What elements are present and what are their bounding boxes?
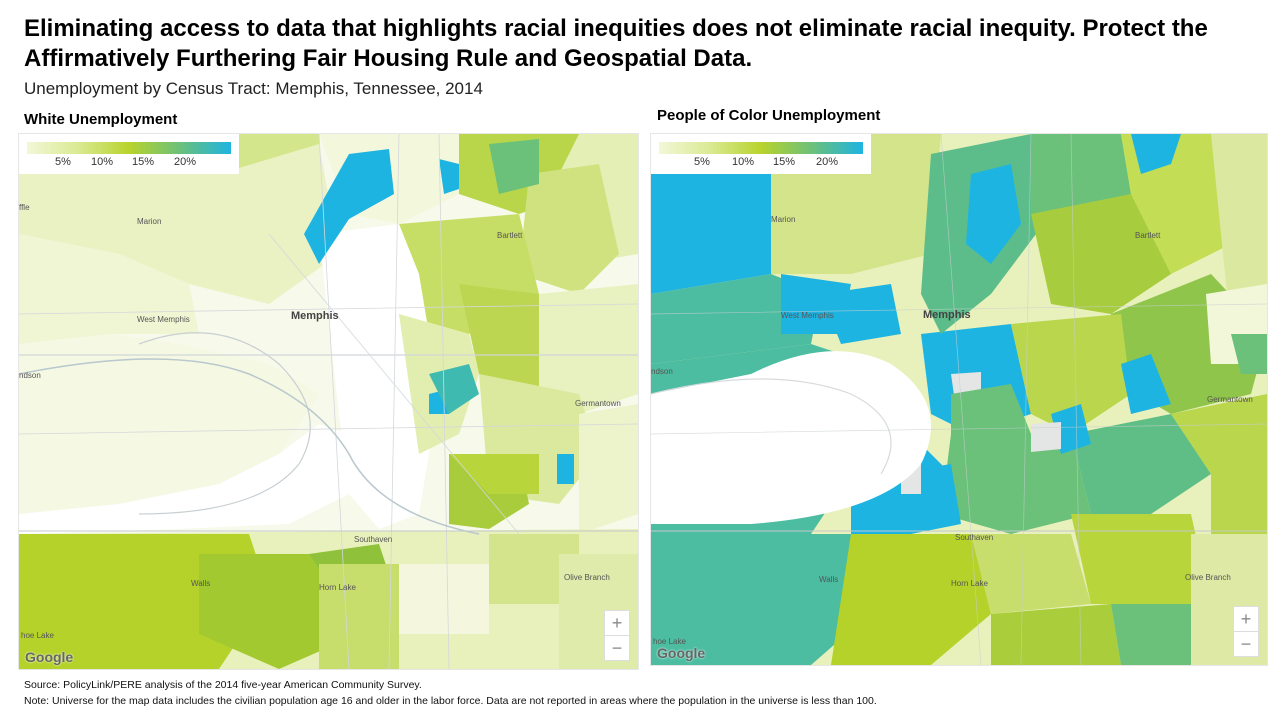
left-label-edge-top: ffle — [19, 203, 30, 212]
legend-tick: 15% — [131, 156, 155, 168]
legend-color-scale — [659, 142, 863, 154]
right-label-memphis: Memphis — [923, 309, 971, 321]
right-label-edge-mid: ndson — [651, 367, 673, 376]
right-zoom-control: + − — [1233, 606, 1259, 657]
left-map-legend: 5% 10% 15% 20% — [19, 134, 239, 174]
right-label-germantown: Germantown — [1207, 395, 1253, 404]
legend-tick: 15% — [772, 156, 796, 168]
left-label-hoe-lake: hoe Lake — [21, 631, 54, 640]
right-label-walls: Walls — [819, 575, 838, 584]
headline: Eliminating access to data that highligh… — [24, 14, 1264, 74]
right-map-title: People of Color Unemployment — [657, 107, 881, 124]
people-of-color-unemployment-map[interactable]: Memphis West Memphis Marion Bartlett Ger… — [650, 133, 1268, 666]
right-label-marion: Marion — [771, 215, 795, 224]
left-label-memphis: Memphis — [291, 310, 339, 322]
legend-ticks: 5% 10% 15% 20% — [27, 154, 231, 170]
left-label-olive-branch: Olive Branch — [564, 573, 610, 582]
headline-bold: Eliminating access to data that highligh… — [24, 15, 1070, 42]
left-label-west-memphis: West Memphis — [137, 315, 190, 324]
right-map-legend: 5% 10% 15% 20% — [651, 134, 871, 174]
legend-tick: 5% — [694, 156, 710, 168]
legend-tick: 10% — [90, 156, 114, 168]
footer-source: Source: PolicyLink/PERE analysis of the … — [24, 679, 422, 691]
white-map-canvas: Memphis West Memphis Marion Bartlett Ger… — [19, 134, 638, 669]
right-label-hoe-lake: hoe Lake — [653, 637, 686, 646]
right-label-west-memphis: West Memphis — [781, 311, 834, 320]
left-label-bartlett: Bartlett — [497, 231, 523, 240]
zoom-out-button[interactable]: − — [1234, 631, 1258, 656]
subtitle: Unemployment by Census Tract: Memphis, T… — [24, 79, 483, 98]
left-label-germantown: Germantown — [575, 399, 621, 408]
zoom-in-button[interactable]: + — [1240, 609, 1252, 629]
google-logo: Google — [25, 649, 74, 665]
left-zoom-control: + − — [604, 610, 630, 661]
footer-note: Note: Universe for the map data includes… — [24, 695, 877, 707]
left-label-marion: Marion — [137, 217, 161, 226]
headline-rest: . Protect the Affirmatively Furthering F… — [24, 15, 1208, 72]
left-map-title: White Unemployment — [24, 111, 178, 128]
right-label-southaven: Southaven — [955, 533, 993, 542]
right-label-horn-lake: Horn Lake — [951, 579, 988, 588]
zoom-in-button[interactable]: + — [611, 613, 623, 633]
white-unemployment-map[interactable]: Memphis West Memphis Marion Bartlett Ger… — [18, 133, 639, 670]
left-label-southaven: Southaven — [354, 535, 392, 544]
zoom-out-button[interactable]: − — [605, 635, 629, 660]
left-label-edge-mid: ndson — [19, 371, 41, 380]
poc-map-canvas: Memphis West Memphis Marion Bartlett Ger… — [651, 134, 1267, 665]
legend-tick: 20% — [173, 156, 197, 168]
legend-tick: 10% — [731, 156, 755, 168]
legend-tick: 5% — [55, 156, 71, 168]
legend-tick: 20% — [815, 156, 839, 168]
left-label-horn-lake: Horn Lake — [319, 583, 356, 592]
legend-ticks: 5% 10% 15% 20% — [659, 154, 863, 170]
legend-color-scale — [27, 142, 231, 154]
right-label-olive-branch: Olive Branch — [1185, 573, 1231, 582]
right-label-bartlett: Bartlett — [1135, 231, 1161, 240]
google-logo: Google — [657, 645, 706, 661]
left-label-walls: Walls — [191, 579, 210, 588]
